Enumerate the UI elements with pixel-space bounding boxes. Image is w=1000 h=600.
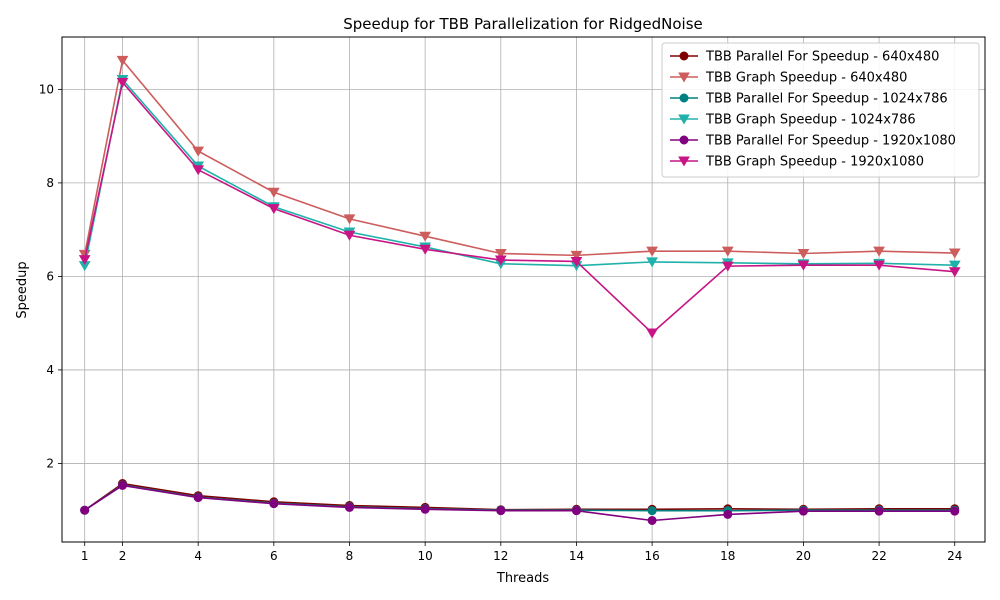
x-tick-label: 12 — [493, 549, 508, 563]
y-tick-label: 6 — [46, 269, 54, 283]
data-point — [679, 93, 689, 103]
legend-entry: TBB Parallel For Speedup - 640x480 — [670, 50, 939, 65]
x-tick-label: 4 — [194, 549, 202, 563]
data-point — [192, 146, 205, 157]
x-tick-label: 16 — [644, 549, 659, 563]
legend-label: TBB Graph Speedup - 1024x786 — [705, 113, 916, 128]
y-axis-label: Speedup — [15, 261, 30, 318]
data-point — [721, 261, 734, 272]
data-point — [646, 246, 658, 257]
y-tick-label: 2 — [46, 456, 54, 470]
data-point — [948, 267, 961, 278]
y-axis-ticks: 2 4 6 8 10 — [39, 82, 62, 470]
data-point — [798, 506, 808, 516]
data-point — [721, 246, 734, 257]
data-point — [571, 506, 581, 516]
legend-entry: TBB Graph Speedup - 1024x786 — [670, 113, 916, 128]
data-point — [267, 204, 280, 215]
data-point — [679, 135, 689, 145]
data-point — [343, 214, 356, 225]
y-tick-label: 4 — [46, 363, 54, 377]
x-tick-label: 18 — [720, 549, 735, 563]
data-point — [192, 165, 205, 176]
data-point — [78, 255, 91, 266]
data-point — [419, 231, 432, 242]
data-point — [343, 230, 356, 241]
data-point — [570, 256, 583, 267]
x-tick-label: 8 — [346, 549, 354, 563]
data-point — [80, 505, 90, 515]
series-layer — [78, 55, 961, 525]
legend-entry: TBB Parallel For Speedup - 1024x786 — [670, 92, 948, 107]
data-point — [797, 260, 810, 271]
data-point — [193, 493, 203, 503]
data-point — [344, 502, 354, 512]
data-point — [797, 248, 810, 259]
x-tick-label: 1 — [81, 549, 89, 563]
data-point — [873, 260, 885, 271]
data-point — [494, 255, 507, 266]
data-point — [496, 506, 506, 516]
series-6 — [78, 77, 961, 339]
data-point — [647, 506, 657, 516]
data-point — [678, 156, 690, 167]
data-point — [646, 328, 658, 339]
chart-title: Speedup for TBB Parallelization for Ridg… — [343, 15, 703, 33]
x-tick-label: 6 — [270, 549, 278, 563]
data-point — [723, 509, 733, 519]
legend-label: TBB Graph Speedup - 1920x1080 — [705, 155, 924, 170]
y-tick-label: 8 — [46, 176, 54, 190]
legend-entry: TBB Graph Speedup - 640x480 — [670, 71, 907, 86]
x-tick-label: 24 — [947, 549, 962, 563]
data-point — [679, 51, 689, 61]
grid — [62, 37, 985, 542]
x-axis-ticks: 1 2 4 6 8 10 12 14 16 18 20 22 24 — [81, 542, 962, 563]
x-tick-label: 2 — [119, 549, 127, 563]
data-point — [647, 515, 657, 525]
legend-label: TBB Parallel For Speedup - 1024x786 — [705, 92, 948, 107]
data-point — [116, 77, 129, 88]
legend-label: TBB Parallel For Speedup - 640x480 — [705, 50, 939, 65]
data-point — [419, 244, 432, 255]
legend-entry: TBB Graph Speedup - 1920x1080 — [670, 155, 924, 170]
data-point — [646, 257, 658, 268]
x-axis-label: Threads — [496, 571, 549, 586]
data-point — [116, 55, 129, 66]
x-tick-label: 20 — [796, 549, 811, 563]
data-point — [948, 248, 961, 259]
data-point — [873, 246, 885, 257]
data-point — [950, 506, 960, 516]
data-point — [494, 248, 507, 259]
legend-label: TBB Parallel For Speedup - 1920x1080 — [705, 134, 956, 149]
x-tick-label: 10 — [418, 549, 433, 563]
series-5 — [80, 480, 960, 525]
data-point — [267, 187, 280, 198]
data-point — [678, 114, 690, 125]
legend-entry: TBB Parallel For Speedup - 1920x1080 — [670, 134, 956, 149]
legend: TBB Parallel For Speedup - 640x480 TBB Gr… — [661, 42, 980, 178]
legend-label: TBB Graph Speedup - 640x480 — [705, 71, 907, 86]
data-point — [678, 72, 690, 83]
x-tick-label: 14 — [569, 549, 584, 563]
data-point — [570, 250, 583, 261]
data-point — [420, 504, 430, 514]
y-tick-label: 10 — [39, 82, 54, 96]
legend-box — [661, 42, 980, 178]
data-point — [874, 506, 884, 516]
data-point — [269, 499, 279, 509]
x-tick-label: 22 — [871, 549, 886, 563]
plot-frame — [61, 36, 986, 543]
series-2 — [78, 55, 961, 261]
data-point — [948, 260, 961, 271]
data-point — [118, 480, 128, 490]
